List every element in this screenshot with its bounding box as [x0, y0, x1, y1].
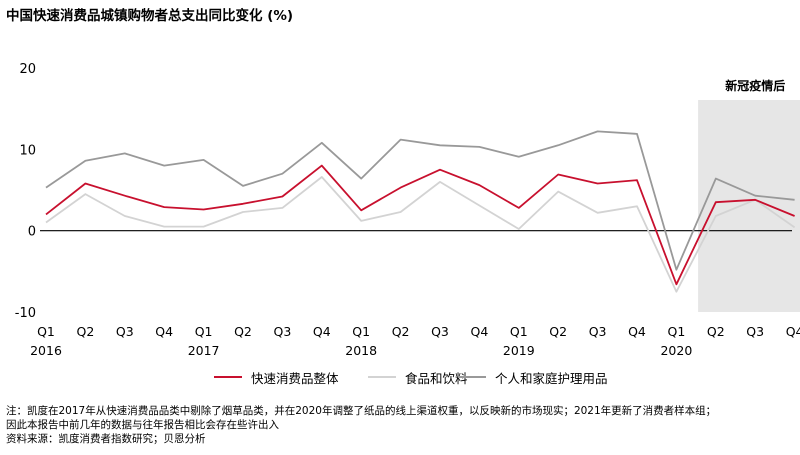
x-tick-label: Q4 — [471, 324, 489, 339]
x-tick-label: Q4 — [313, 324, 331, 339]
x-tick-label: Q1 — [352, 324, 370, 339]
series-line-0 — [45, 164, 795, 286]
source-line: 资料来源：凯度消费者指数研究；贝恩分析 — [6, 433, 206, 445]
line-chart: 新冠疫情后 -10 0 10 20 Q1 Q2 Q3 Q4 Q1 Q2 Q3 Q4 Q1 Q2 Q3 Q4 Q1 Q… — [15, 62, 800, 358]
x-tick-label: Q2 — [549, 324, 567, 339]
x-year-label: 2020 — [660, 343, 692, 358]
legend-swatch — [214, 376, 242, 378]
series-line-1 — [45, 176, 796, 293]
x-tick-label: Q2 — [707, 324, 725, 339]
legend-label: 食品和饮料 — [405, 370, 468, 386]
legend-item: 快速消费品整体 — [214, 366, 339, 388]
x-tick-label: Q1 — [668, 324, 686, 339]
x-year-label: 2017 — [188, 343, 220, 358]
highlight-label: 新冠疫情后 — [725, 78, 785, 93]
x-year-label: 2018 — [345, 343, 377, 358]
legend-swatch — [458, 376, 486, 378]
x-year-label: 2016 — [30, 343, 62, 358]
x-tick-label: Q3 — [116, 324, 134, 339]
x-year-label: 2019 — [503, 343, 535, 358]
y-tick-label: 0 — [28, 225, 36, 240]
x-tick-label: Q2 — [234, 324, 252, 339]
y-tick-label: -10 — [15, 306, 36, 321]
x-tick-label: Q3 — [746, 324, 764, 339]
x-tick-label: Q3 — [589, 324, 607, 339]
y-tick-label: 10 — [19, 143, 36, 158]
x-tick-label: Q4 — [786, 324, 800, 339]
footnote-line-1: 注：凯度在2017年从快速消费品品类中剔除了烟草品类，并在2020年调整了纸品的… — [6, 405, 717, 417]
x-tick-label: Q3 — [274, 324, 292, 339]
chart-title: 中国快速消费品城镇购物者总支出同比变化 (%) — [6, 8, 294, 24]
x-tick-label: Q1 — [195, 324, 213, 339]
legend-item: 食品和饮料 — [368, 366, 468, 388]
x-tick-label: Q2 — [392, 324, 410, 339]
x-tick-label: Q1 — [37, 324, 55, 339]
y-tick-label: 20 — [19, 62, 36, 77]
series-line-2 — [45, 130, 795, 271]
x-tick-label: Q1 — [510, 324, 528, 339]
x-tick-label: Q2 — [77, 324, 95, 339]
footnote-line-2: 因此本报告中前几年的数据与往年报告相比会存在些许出入 — [6, 419, 279, 431]
legend-item: 个人和家庭护理用品 — [458, 366, 608, 388]
x-tick-label: Q4 — [628, 324, 646, 339]
legend-swatch — [368, 376, 396, 378]
footnotes: 注：凯度在2017年从快速消费品品类中剔除了烟草品类，并在2020年调整了纸品的… — [6, 404, 716, 446]
x-tick-label: Q3 — [431, 324, 449, 339]
highlight-region — [698, 100, 800, 312]
legend-label: 快速消费品整体 — [251, 370, 339, 386]
x-tick-label: Q4 — [155, 324, 173, 339]
legend-label: 个人和家庭护理用品 — [495, 370, 608, 386]
chart-legend: 快速消费品整体 食品和饮料 个人和家庭护理用品 — [0, 366, 800, 388]
